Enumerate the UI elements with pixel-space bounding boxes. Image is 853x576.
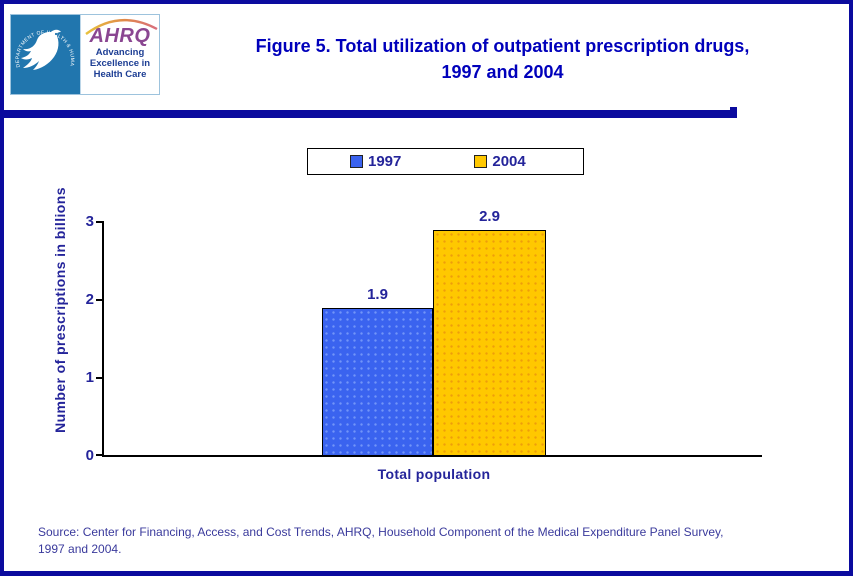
- header-divider-bar: [4, 107, 737, 118]
- y-tick-mark: [96, 221, 103, 223]
- x-axis-title: Total population: [377, 466, 491, 482]
- source-note: Source: Center for Financing, Access, an…: [38, 524, 828, 558]
- hhs-eagle-icon: DEPARTMENT OF HEALTH & HUMAN SERVICES · …: [9, 11, 80, 94]
- bar-1997: [322, 308, 433, 456]
- chart-legend: 1997 2004: [307, 148, 584, 175]
- figure-title: Figure 5. Total utilization of outpatien…: [170, 33, 835, 85]
- legend-label-2004: 2004: [492, 153, 526, 170]
- agency-logo: DEPARTMENT OF HEALTH & HUMAN SERVICES · …: [9, 11, 160, 95]
- hhs-seal: DEPARTMENT OF HEALTH & HUMAN SERVICES · …: [9, 11, 80, 94]
- ahrq-logo: AHRQ Advancing Excellence in Health Care: [80, 15, 159, 94]
- figure-title-line1: Figure 5. Total utilization of outpatien…: [255, 36, 750, 56]
- ahrq-tagline-line: Excellence in: [89, 58, 151, 69]
- y-tick-label-2: 2: [85, 291, 94, 308]
- y-axis-title: Number of prescriptions in billions: [52, 187, 68, 433]
- ahrq-arc-icon: [85, 18, 158, 35]
- source-line1: Source: Center for Financing, Access, an…: [38, 525, 724, 539]
- legend-item-1997: 1997: [350, 154, 401, 169]
- x-axis-line: [102, 455, 762, 457]
- y-tick-mark: [96, 377, 103, 379]
- ahrq-tagline: Advancing Excellence in Health Care: [90, 47, 150, 80]
- legend-swatch-1997: [350, 155, 363, 168]
- bar-value-2004: 2.9: [479, 208, 500, 225]
- y-tick-label-3: 3: [85, 213, 94, 230]
- ahrq-tagline-line: Health Care: [93, 69, 147, 80]
- legend-swatch-2004: [474, 155, 488, 168]
- y-tick-mark: [96, 454, 103, 456]
- figure-title-line2: 1997 and 2004: [441, 62, 564, 82]
- bar-2004: [433, 230, 546, 456]
- ahrq-acronym: AHRQ: [89, 25, 151, 47]
- y-tick-label-0: 0: [85, 447, 94, 464]
- legend-item-2004: 2004: [474, 153, 526, 170]
- y-axis-line: [102, 221, 104, 457]
- y-tick-label-1: 1: [85, 369, 94, 386]
- bar-value-1997: 1.9: [367, 286, 388, 303]
- source-line2: 1997 and 2004.: [38, 542, 122, 556]
- legend-label-1997: 1997: [368, 153, 402, 170]
- ahrq-tagline-line: Advancing: [95, 47, 145, 58]
- y-tick-mark: [96, 299, 103, 301]
